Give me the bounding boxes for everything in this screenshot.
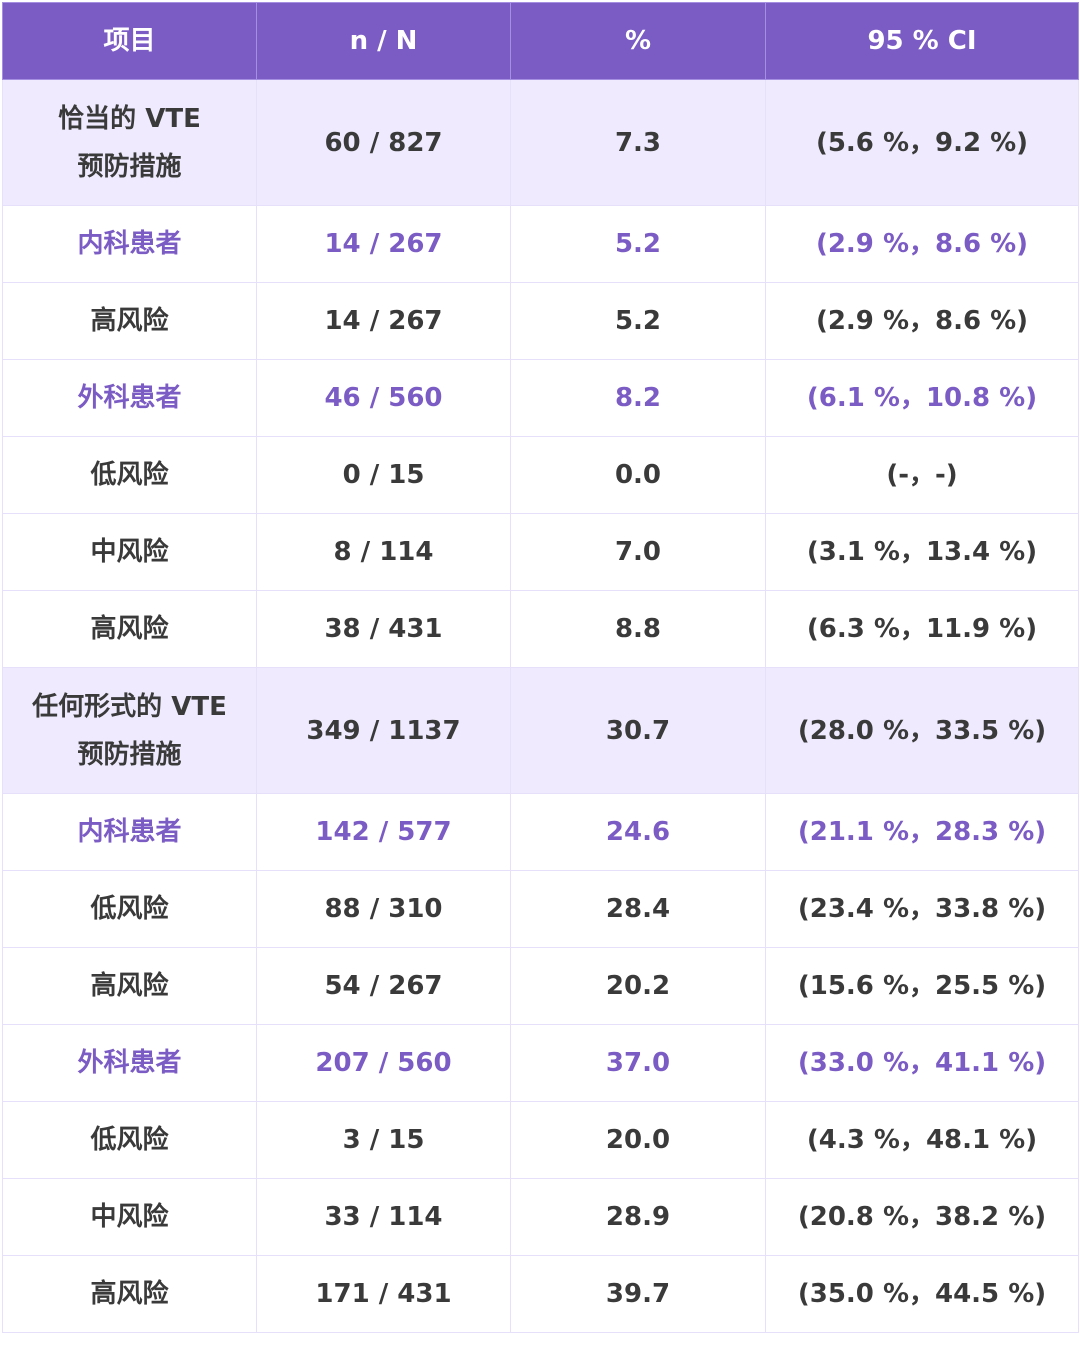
row-item-line1: 恰当的 VTE (58, 103, 201, 134)
table-row-subgroup: 内科患者 142 / 577 24.6 (21.1 %，28.3 %) (2, 793, 1079, 871)
row-percent: 20.2 (510, 947, 766, 1025)
row-percent: 5.2 (510, 282, 766, 360)
row-ci: (4.3 %，48.1 %) (765, 1101, 1079, 1179)
row-ci: (6.1 %，10.8 %) (765, 359, 1079, 437)
row-ci: (21.1 %，28.3 %) (765, 793, 1079, 871)
row-n-over-n: 46 / 560 (256, 359, 511, 437)
row-item-line2: 预防措施 (77, 151, 182, 182)
row-ci: (2.9 %，8.6 %) (765, 282, 1079, 360)
table-row-section: 恰当的 VTE 预防措施 60 / 827 7.3 (5.6 %，9.2 %) (2, 79, 1079, 206)
row-n-over-n: 33 / 114 (256, 1178, 511, 1256)
row-ci: (15.6 %，25.5 %) (765, 947, 1079, 1025)
row-ci: (23.4 %，33.8 %) (765, 870, 1079, 948)
row-n-over-n: 54 / 267 (256, 947, 511, 1025)
row-ci: (-，-) (765, 436, 1079, 514)
row-item: 高风险 (2, 282, 257, 360)
table-row-subgroup: 外科患者 207 / 560 37.0 (33.0 %，41.1 %) (2, 1024, 1079, 1102)
row-n-over-n: 171 / 431 (256, 1255, 511, 1333)
row-item: 恰当的 VTE 预防措施 (2, 79, 257, 206)
row-ci: (28.0 %，33.5 %) (765, 667, 1079, 794)
row-n-over-n: 207 / 560 (256, 1024, 511, 1102)
row-item: 内科患者 (2, 793, 257, 871)
row-ci: (33.0 %，41.1 %) (765, 1024, 1079, 1102)
row-percent: 37.0 (510, 1024, 766, 1102)
table-row: 低风险 88 / 310 28.4 (23.4 %，33.8 %) (2, 870, 1079, 948)
row-percent: 8.8 (510, 590, 766, 668)
row-n-over-n: 14 / 267 (256, 205, 511, 283)
row-percent: 7.0 (510, 513, 766, 591)
row-percent: 28.9 (510, 1178, 766, 1256)
row-percent: 0.0 (510, 436, 766, 514)
row-ci: (3.1 %，13.4 %) (765, 513, 1079, 591)
header-95-ci: 95 % CI (765, 2, 1079, 80)
row-n-over-n: 14 / 267 (256, 282, 511, 360)
row-n-over-n: 38 / 431 (256, 590, 511, 668)
row-n-over-n: 349 / 1137 (256, 667, 511, 794)
row-percent: 7.3 (510, 79, 766, 206)
table-row: 高风险 38 / 431 8.8 (6.3 %，11.9 %) (2, 590, 1079, 668)
row-item: 低风险 (2, 870, 257, 948)
row-ci: (6.3 %，11.9 %) (765, 590, 1079, 668)
row-percent: 30.7 (510, 667, 766, 794)
table-row: 低风险 3 / 15 20.0 (4.3 %，48.1 %) (2, 1101, 1079, 1179)
row-percent: 8.2 (510, 359, 766, 437)
table-row: 高风险 14 / 267 5.2 (2.9 %，8.6 %) (2, 282, 1079, 360)
table-row: 高风险 54 / 267 20.2 (15.6 %，25.5 %) (2, 947, 1079, 1025)
row-item: 外科患者 (2, 1024, 257, 1102)
row-percent: 28.4 (510, 870, 766, 948)
row-ci: (2.9 %，8.6 %) (765, 205, 1079, 283)
table-row: 中风险 33 / 114 28.9 (20.8 %，38.2 %) (2, 1178, 1079, 1256)
row-n-over-n: 3 / 15 (256, 1101, 511, 1179)
table-row-subgroup: 外科患者 46 / 560 8.2 (6.1 %，10.8 %) (2, 359, 1079, 437)
row-item: 内科患者 (2, 205, 257, 283)
row-n-over-n: 0 / 15 (256, 436, 511, 514)
table-row: 低风险 0 / 15 0.0 (-，-) (2, 436, 1079, 514)
row-n-over-n: 142 / 577 (256, 793, 511, 871)
row-item: 中风险 (2, 1178, 257, 1256)
table-row: 高风险 171 / 431 39.7 (35.0 %，44.5 %) (2, 1255, 1079, 1333)
table-row-subgroup: 内科患者 14 / 267 5.2 (2.9 %，8.6 %) (2, 205, 1079, 283)
row-item: 中风险 (2, 513, 257, 591)
row-ci: (5.6 %，9.2 %) (765, 79, 1079, 206)
row-item-line2: 预防措施 (77, 739, 182, 770)
row-item-line1: 任何形式的 VTE (32, 691, 227, 722)
row-percent: 20.0 (510, 1101, 766, 1179)
header-n-over-n: n / N (256, 2, 511, 80)
row-item: 高风险 (2, 590, 257, 668)
row-item: 高风险 (2, 1255, 257, 1333)
row-percent: 39.7 (510, 1255, 766, 1333)
header-row: 项目 n / N % 95 % CI (2, 2, 1079, 80)
table-row-section: 任何形式的 VTE 预防措施 349 / 1137 30.7 (28.0 %，3… (2, 667, 1079, 794)
row-percent: 5.2 (510, 205, 766, 283)
row-item: 低风险 (2, 436, 257, 514)
row-item: 外科患者 (2, 359, 257, 437)
header-item: 项目 (2, 2, 257, 80)
table-row: 中风险 8 / 114 7.0 (3.1 %，13.4 %) (2, 513, 1079, 591)
row-n-over-n: 60 / 827 (256, 79, 511, 206)
row-item: 高风险 (2, 947, 257, 1025)
row-item: 任何形式的 VTE 预防措施 (2, 667, 257, 794)
row-ci: (20.8 %，38.2 %) (765, 1178, 1079, 1256)
row-n-over-n: 88 / 310 (256, 870, 511, 948)
header-percent: % (510, 2, 766, 80)
row-n-over-n: 8 / 114 (256, 513, 511, 591)
row-item: 低风险 (2, 1101, 257, 1179)
row-percent: 24.6 (510, 793, 766, 871)
row-ci: (35.0 %，44.5 %) (765, 1255, 1079, 1333)
